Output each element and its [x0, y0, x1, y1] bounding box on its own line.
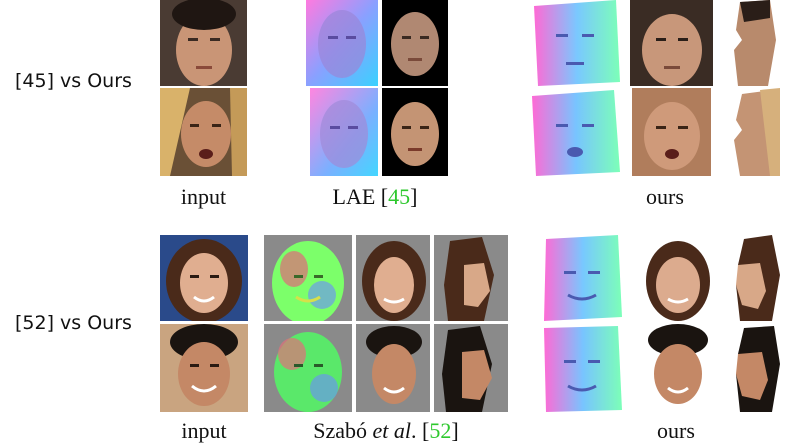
row2-input-face-1	[160, 235, 248, 321]
row1-method-name: LAE [	[332, 184, 389, 209]
row1-caption-method: LAE [45]	[300, 184, 450, 210]
row1-caption-ours: ours	[646, 184, 684, 209]
row2-ours-profile-2	[732, 324, 784, 412]
row2-caption-input: input	[181, 418, 227, 443]
row2-method-name-pre: Szabó	[313, 418, 373, 443]
row2-label: [52] vs Ours	[15, 312, 132, 334]
row1-caption-input: input	[180, 184, 227, 209]
row1-lae-normal-2	[310, 88, 378, 176]
row1-input-face-1	[160, 0, 247, 86]
row1-lae-render-2	[382, 88, 448, 176]
row2-ours-front-1	[640, 235, 714, 321]
row2-caption-ours: ours	[657, 418, 695, 443]
row2-ours-profile-1	[732, 235, 784, 321]
row1-lae-render-1	[382, 0, 448, 86]
row2-method-name-em: et al	[372, 418, 412, 443]
row2-input-face-2	[160, 324, 248, 412]
row2-method-close: ]	[451, 418, 459, 443]
row2-ours-normal-1	[538, 235, 626, 321]
row2-method-citation: 52	[429, 418, 452, 443]
row1-input-face-2	[160, 88, 247, 176]
row2-ours-normal-2	[538, 324, 626, 412]
row1-ours-normal-2	[528, 88, 622, 176]
row1-method-citation: 45	[388, 184, 411, 209]
row2-method-name-post: . [	[411, 418, 430, 443]
row1-ours-profile-2	[730, 88, 780, 176]
row2-szabo-front-1	[356, 235, 430, 321]
row1-ours-normal-1	[528, 0, 622, 86]
row2-szabo-profile-1	[434, 235, 508, 321]
row1-ours-profile-1	[730, 0, 780, 86]
row2-szabo-normal-1	[264, 235, 352, 321]
row1-ours-front-1	[628, 0, 715, 86]
row2-szabo-front-2	[356, 324, 430, 412]
row2-caption-method: Szabó et al. [52]	[264, 418, 508, 444]
row2-szabo-profile-2	[434, 324, 508, 412]
row1-label: [45] vs Ours	[15, 70, 132, 92]
row2-ours-front-2	[640, 324, 714, 412]
row2-szabo-normal-2	[264, 324, 352, 412]
row1-method-close: ]	[410, 184, 418, 209]
row1-ours-front-2	[628, 88, 715, 176]
row1-lae-normal-1	[306, 0, 378, 86]
